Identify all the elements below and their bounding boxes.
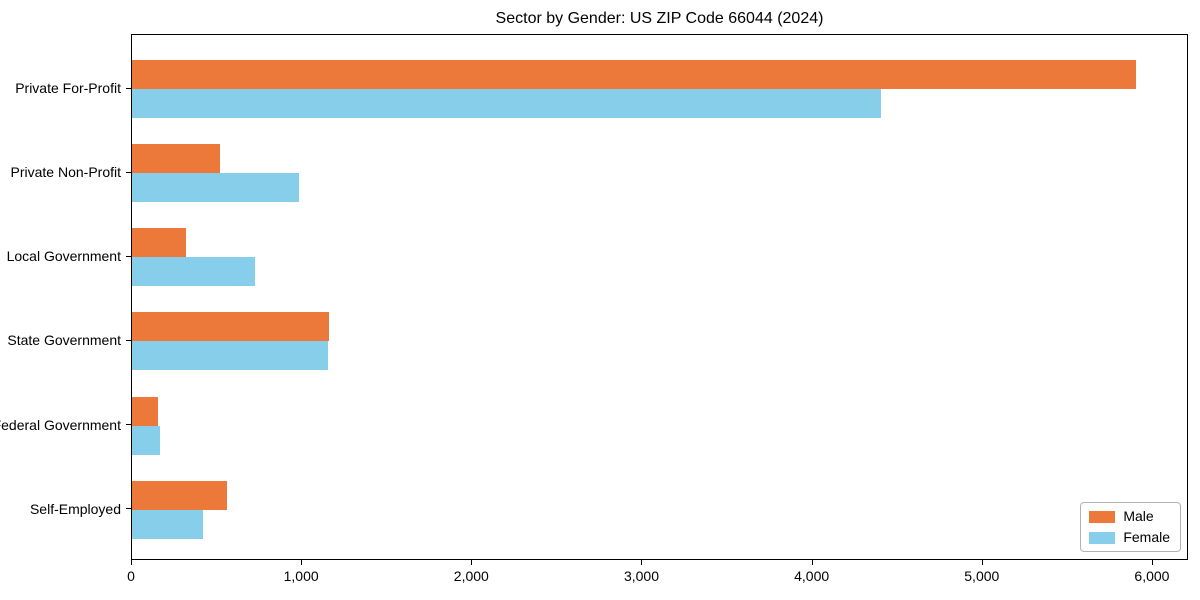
bar-group: [132, 396, 1187, 455]
x-tick-label: 1,000: [283, 568, 319, 584]
x-tick-label: 6,000: [1134, 568, 1170, 584]
bar-male: [132, 312, 330, 342]
legend-item-female: Female: [1089, 530, 1170, 545]
bar-male: [132, 396, 158, 426]
legend-label-female: Female: [1123, 529, 1170, 545]
x-tick-label: 5,000: [964, 568, 1000, 584]
chart-title: Sector by Gender: US ZIP Code 66044 (202…: [495, 10, 824, 27]
bar-group: [132, 480, 1187, 539]
x-axis-ticks: 0 1,000 2,000 3,000 4,000 5,000 6,000: [127, 560, 1188, 590]
y-axis-labels: Private For-Profit Private Non-Profit Loca…: [0, 34, 131, 560]
legend-item-male: Male: [1089, 509, 1170, 524]
y-tick-label: Federal Government: [0, 416, 121, 433]
legend: Male Female: [1080, 502, 1181, 552]
bar-group: [132, 60, 1187, 119]
male-swatch-icon: [1089, 510, 1116, 523]
bar-female: [132, 341, 328, 371]
x-tick-mark: [811, 560, 813, 565]
bar-group: [132, 228, 1187, 287]
bar-male: [132, 228, 187, 258]
bar-male: [132, 60, 1136, 90]
y-tick-label: Local Government: [6, 248, 121, 265]
bar-group: [132, 144, 1187, 203]
bar-female: [132, 509, 203, 539]
x-tick-mark: [1151, 560, 1153, 565]
x-tick-label: 2,000: [453, 568, 489, 584]
y-tick-mark: [126, 424, 131, 426]
y-tick-mark: [126, 255, 131, 257]
bar-male: [132, 480, 228, 510]
plot-area: Male Female: [131, 34, 1188, 560]
y-tick-mark: [126, 508, 131, 510]
bar-female: [132, 425, 161, 455]
y-tick-label: State Government: [7, 332, 121, 349]
bar-group: [132, 312, 1187, 371]
x-tick-label: 3,000: [623, 568, 659, 584]
female-swatch-icon: [1089, 531, 1116, 544]
x-tick-mark: [301, 560, 303, 565]
y-tick-label: Private Non-Profit: [10, 164, 121, 181]
x-tick-label: 4,000: [794, 568, 830, 584]
x-tick-mark: [471, 560, 473, 565]
x-tick-mark: [981, 560, 983, 565]
y-tick-mark: [126, 87, 131, 89]
y-tick-mark: [126, 339, 131, 341]
legend-label-male: Male: [1123, 508, 1154, 524]
y-tick-label: Self-Employed: [29, 500, 121, 517]
x-tick-label: 0: [127, 568, 135, 584]
x-tick-mark: [131, 560, 132, 565]
y-tick-label: Private For-Profit: [15, 80, 121, 97]
y-tick-mark: [126, 171, 131, 173]
bar-male: [132, 144, 221, 174]
bar-female: [132, 173, 299, 203]
x-tick-mark: [641, 560, 643, 565]
bar-female: [132, 257, 255, 287]
bar-female: [132, 89, 881, 119]
